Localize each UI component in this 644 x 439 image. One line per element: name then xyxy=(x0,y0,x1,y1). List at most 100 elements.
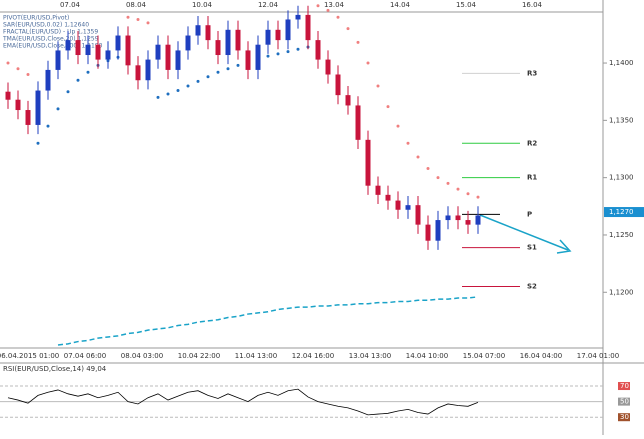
sar-dot xyxy=(356,40,360,44)
candle-body xyxy=(235,29,241,51)
candle-body xyxy=(385,194,391,201)
sar-dot xyxy=(236,63,240,67)
candle-body xyxy=(295,14,301,20)
last-price-label: 1,1270 xyxy=(609,208,634,216)
x-tick-label: 15.04 07:00 xyxy=(463,352,505,360)
sar-dot xyxy=(56,107,60,111)
x-tick-label: 08.04 03:00 xyxy=(121,352,163,360)
rsi-tick-box xyxy=(618,382,630,391)
sar-dot xyxy=(26,73,30,77)
candle-body xyxy=(205,25,211,41)
sar-dot xyxy=(456,187,460,191)
candle-body xyxy=(255,44,261,70)
candle-body xyxy=(15,99,21,111)
pivot-label: S2 xyxy=(527,283,537,291)
ema-line xyxy=(57,296,479,346)
x-top-label: 12.04 xyxy=(258,1,279,9)
x-tick-label: 07.04 06:00 xyxy=(64,352,106,360)
candle-body xyxy=(165,44,171,70)
trend-arrow-head xyxy=(556,239,572,254)
y-tick-label: 1,1200 xyxy=(609,288,634,296)
candle-body xyxy=(35,90,41,125)
candle-body xyxy=(365,139,371,186)
candle-body xyxy=(95,44,101,60)
rsi-tick-box xyxy=(618,413,630,422)
candle-body xyxy=(145,59,151,81)
pivot-label: R3 xyxy=(527,69,537,77)
legend-entry: EMA(EUR/USD,Close,200) 1,1190 xyxy=(3,43,103,50)
sar-dot xyxy=(376,84,380,88)
legend-entry: PIVOT(EUR/USD,Pivot) xyxy=(3,15,69,22)
candle-body xyxy=(455,215,461,221)
sar-dot xyxy=(476,195,480,199)
x-top-label: 16.04 xyxy=(522,1,543,9)
sar-dot xyxy=(146,21,150,25)
sar-dot xyxy=(216,70,220,74)
sar-dot xyxy=(166,92,170,96)
candle-body xyxy=(345,95,351,106)
x-tick-label: 06.04.2015 01:00 xyxy=(0,352,59,360)
candle-body xyxy=(285,19,291,41)
candle-body xyxy=(215,40,221,56)
sar-dot xyxy=(186,84,190,88)
sar-dot xyxy=(396,124,400,128)
last-price-box xyxy=(604,207,644,218)
candle-body xyxy=(115,35,121,51)
rsi-tick-box xyxy=(618,397,630,406)
rsi-line xyxy=(7,388,479,416)
sar-dot xyxy=(36,141,40,145)
candle-body xyxy=(305,14,311,41)
sar-dot xyxy=(416,155,420,159)
sar-dot xyxy=(336,15,340,19)
x-tick-label: 13.04 13:00 xyxy=(349,352,391,360)
candle-body xyxy=(445,215,451,221)
sar-dot xyxy=(266,54,270,58)
sar-dot xyxy=(446,181,450,185)
sar-dot xyxy=(326,8,330,12)
sar-dot xyxy=(426,166,430,170)
candle-body xyxy=(125,35,131,66)
x-top-label: 07.04 xyxy=(60,1,81,9)
candle-body xyxy=(425,224,431,241)
x-tick-label: 17.04 01:00 xyxy=(577,352,619,360)
candle-body xyxy=(85,44,91,56)
sar-dot xyxy=(366,61,370,65)
candle-body xyxy=(185,35,191,51)
sar-dot xyxy=(466,192,470,196)
candle-body xyxy=(275,29,281,41)
candle-body xyxy=(155,44,161,60)
rsi-tick-label: 50 xyxy=(620,398,629,406)
candle-body xyxy=(405,205,411,210)
candle-body xyxy=(25,110,31,125)
legend-entry: FRACTAL(EUR/USD) - Up 1,1359 xyxy=(3,29,98,36)
candle-body xyxy=(265,29,271,45)
candle-body xyxy=(175,50,181,70)
candle-body xyxy=(45,69,51,91)
candle-body xyxy=(75,40,81,56)
x-top-label: 14.04 xyxy=(390,1,411,9)
sar-dot xyxy=(76,78,80,82)
y-tick-label: 1,1300 xyxy=(609,174,634,182)
x-tick-label: 16.04 04:00 xyxy=(520,352,562,360)
sar-dot xyxy=(86,70,90,74)
candle-body xyxy=(435,220,441,241)
sar-dot xyxy=(276,52,280,56)
x-tick-label: 12.04 16:00 xyxy=(292,352,334,360)
pivot-label: S1 xyxy=(527,244,537,252)
sar-dot xyxy=(196,79,200,83)
candle-body xyxy=(415,205,421,225)
x-tick-label: 14.04 10:00 xyxy=(406,352,448,360)
rsi-tick-label: 70 xyxy=(620,382,629,390)
x-tick-label: 10.04 22:00 xyxy=(178,352,220,360)
candle-body xyxy=(105,50,111,60)
x-top-label: 15.04 xyxy=(456,1,477,9)
rsi-title: RSI(EUR/USD,Close,14) 49,04 xyxy=(3,365,107,373)
candle-body xyxy=(375,185,381,195)
candle-body xyxy=(135,65,141,81)
candle-body xyxy=(5,91,11,100)
candle-body xyxy=(315,40,321,60)
y-tick-label: 1,1350 xyxy=(609,116,634,124)
x-top-label: 13.04 xyxy=(324,1,345,9)
sar-dot xyxy=(406,141,410,145)
sar-dot xyxy=(126,15,130,19)
